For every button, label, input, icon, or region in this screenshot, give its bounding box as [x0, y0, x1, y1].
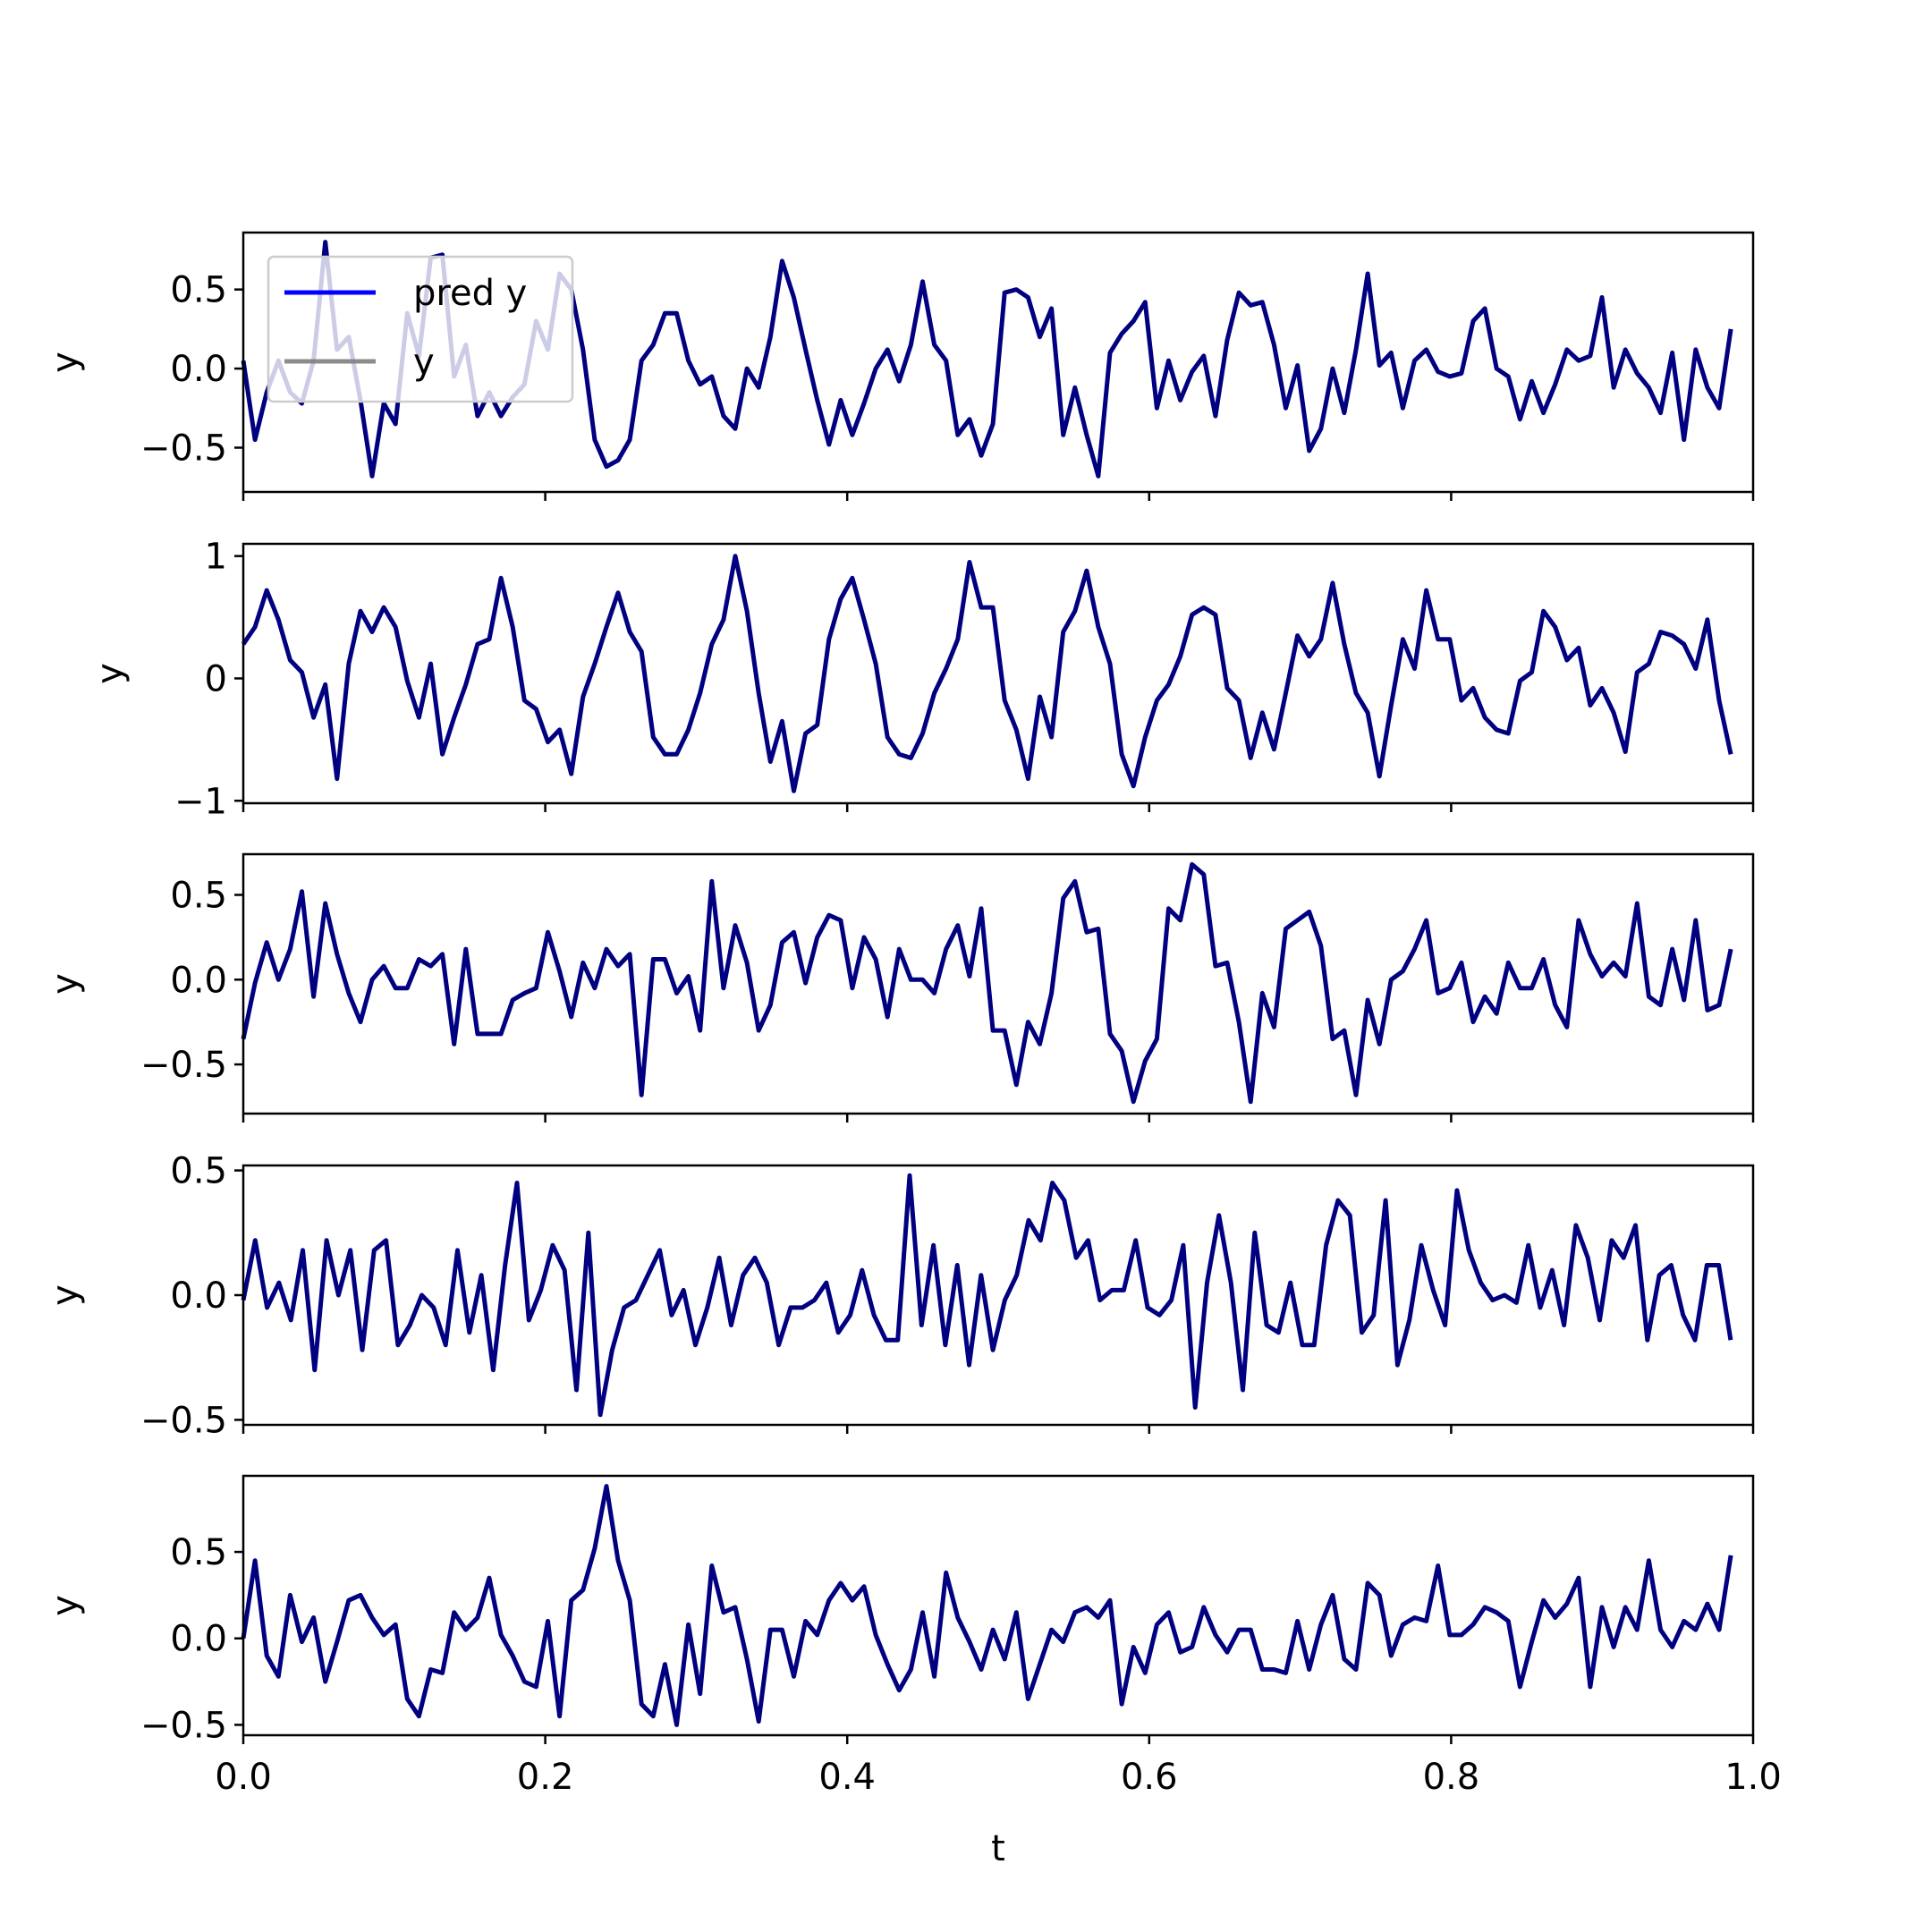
y-tick-label: 0.5	[170, 875, 227, 916]
y-axis-label: y	[45, 1595, 86, 1616]
x-tick-label: 0.2	[517, 1757, 574, 1798]
y-axis-label: y	[89, 663, 131, 684]
x-tick-label: 0.4	[818, 1757, 876, 1798]
axes-frame	[242, 542, 1755, 805]
subplot-4: −0.5 0.0 0.5 y	[45, 1151, 1755, 1441]
y-tick-label: −0.5	[140, 1045, 227, 1086]
y-tick-label: 0.0	[170, 349, 227, 390]
subplot-5: −0.5 0.0 0.5 0.0 0.2 0.4 0.6 0.8 1.0 y t	[45, 1474, 1782, 1869]
y-axis-label: y	[45, 352, 86, 373]
legend-label-2: y	[413, 342, 435, 383]
subplot-2: −1 0 1 y	[89, 537, 1755, 822]
series-line-1	[241, 1173, 1733, 1418]
y-tick-label: 0.0	[170, 960, 227, 1001]
subplot-3: −0.5 0.0 0.5 y	[45, 852, 1755, 1123]
y-tick-label: 0.0	[170, 1619, 227, 1660]
y-tick-label: 0.5	[170, 1532, 227, 1573]
series-line-1	[241, 554, 1733, 793]
x-axis-label: t	[991, 1828, 1005, 1869]
subplot-1: −0.5 0.0 0.5 y pred y y	[45, 231, 1755, 501]
axes-frame	[242, 1474, 1755, 1737]
y-tick-label: 1	[205, 537, 227, 578]
y-axis-label: y	[45, 1284, 86, 1306]
series-line-1	[241, 1484, 1733, 1727]
series-line-1	[241, 861, 1733, 1105]
y-tick-label: −0.5	[140, 1705, 227, 1746]
y-tick-label: 0	[205, 658, 227, 699]
x-tick-label: 1.0	[1724, 1757, 1782, 1798]
y-axis-label: y	[45, 973, 86, 995]
x-tick-label: 0.0	[215, 1757, 272, 1798]
y-tick-label: −1	[174, 781, 227, 822]
axes-frame	[242, 852, 1755, 1115]
x-tick-label: 0.6	[1121, 1757, 1178, 1798]
y-tick-label: 0.5	[170, 1151, 227, 1192]
y-tick-label: −0.5	[140, 428, 227, 469]
y-tick-label: 0.5	[170, 270, 227, 311]
y-tick-label: −0.5	[140, 1400, 227, 1441]
y-tick-label: 0.0	[170, 1275, 227, 1317]
legend-label-1: pred y	[413, 273, 527, 314]
axes-frame	[242, 231, 1755, 494]
axes-frame	[242, 1164, 1755, 1427]
x-tick-label: 0.8	[1423, 1757, 1480, 1798]
legend: pred y y	[267, 255, 574, 403]
